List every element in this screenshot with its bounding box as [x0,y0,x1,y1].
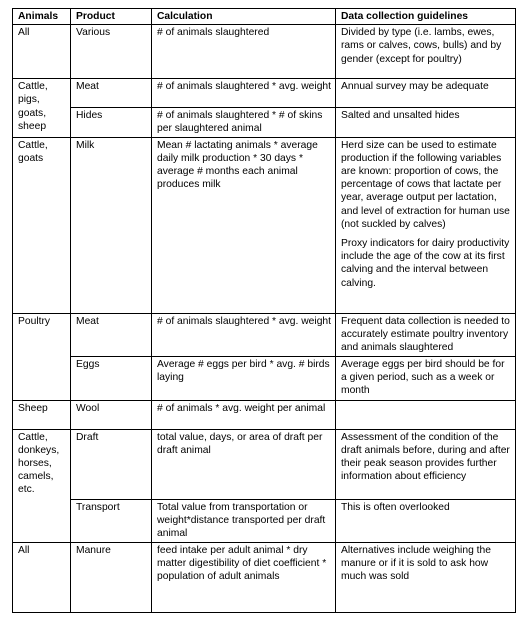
animal-cell: All [12,24,71,80]
header-row: Animals Product Calculation Data collect… [12,7,516,26]
table-row: Cattle, goats Milk Mean # lactating anim… [12,136,516,314]
calculation-cell: # of animals slaughtered * # of skins pe… [151,107,336,138]
product-cell: Milk [70,136,152,314]
calculation-cell: # of animals slaughtered * avg. weight [151,78,336,109]
guidelines-cell [335,399,516,430]
guidelines-cell: Herd size can be used to estimate produc… [335,136,516,314]
calculation-cell: # of animals * avg. weight per animal [151,399,336,430]
product-cell: Meat [70,78,152,109]
animal-cell: Cattle, donkeys, horses, camels, etc. [12,428,71,543]
product-cell: Meat [70,312,152,357]
guidelines-paragraph-2: Proxy indicators for dairy productivity … [341,238,510,289]
animal-cell: Sheep [12,399,71,430]
header-calculation: Calculation [151,7,336,26]
table-row: All Various # of animals slaughtered Div… [12,24,516,80]
table-row: Eggs Average # eggs per bird * avg. # bi… [13,355,516,401]
animal-cell: Poultry [12,312,71,401]
table-row: Poultry Meat # of animals slaughtered * … [12,312,516,401]
guidelines-cell: Annual survey may be adequate [335,78,516,109]
table-row: Hides # of animals slaughtered * # of sk… [13,107,516,138]
calculation-cell: # of animals slaughtered [151,24,336,80]
header-animals: Animals [12,7,71,26]
guidelines-cell: Alternatives include weighing the manure… [335,541,516,613]
product-cell: Eggs [70,355,152,401]
table-row: Cattle, pigs, goats, sheep Meat # of ani… [12,78,516,138]
calculation-cell: # of animals slaughtered * avg. weight [151,312,336,357]
product-cell: Wool [70,399,152,430]
guidelines-cell: Salted and unsalted hides [335,107,516,138]
table-row: Sheep Wool # of animals * avg. weight pe… [12,399,516,430]
animal-cell: All [12,541,71,613]
calculation-cell: total value, days, or area of draft per … [151,428,336,500]
guidelines-cell: Assessment of the condition of the draft… [335,428,516,500]
table-row: Transport Total value from transportatio… [13,498,516,543]
animal-cell: Cattle, pigs, goats, sheep [12,78,71,138]
guidelines-cell: Average eggs per bird should be for a gi… [335,355,516,401]
table-row: Cattle, donkeys, horses, camels, etc. Dr… [12,428,516,543]
product-cell: Draft [70,428,152,500]
guidelines-cell: Frequent data collection is needed to ac… [335,312,516,357]
header-guidelines: Data collection guidelines [335,7,516,26]
product-cell: Transport [70,498,152,543]
product-cell: Manure [70,541,152,613]
product-cell: Hides [70,107,152,138]
product-cell: Various [70,24,152,80]
guidelines-paragraph-1: Herd size can be used to estimate produc… [341,139,510,230]
livestock-data-table: Animals Product Calculation Data collect… [12,7,516,613]
calculation-cell: Average # eggs per bird * avg. # birds l… [151,355,336,401]
calculation-cell: Mean # lactating animals * average daily… [151,136,336,314]
guidelines-cell: Divided by type (i.e. lambs, ewes, rams … [335,24,516,80]
calculation-cell: Total value from transportation or weigh… [151,498,336,543]
guidelines-cell: This is often overlooked [335,498,516,543]
header-product: Product [70,7,152,26]
calculation-cell: feed intake per adult animal * dry matte… [151,541,336,613]
table-row: All Manure feed intake per adult animal … [12,541,516,613]
animal-cell: Cattle, goats [12,136,71,314]
